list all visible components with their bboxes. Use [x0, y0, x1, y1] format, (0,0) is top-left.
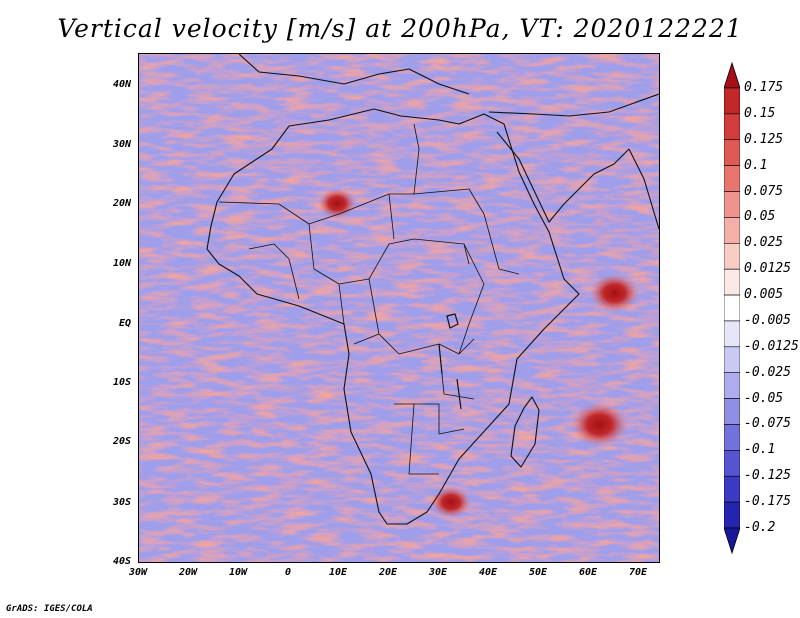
colorbar-tick-label: 0.1	[744, 157, 768, 173]
colorbar-tick-label: -0.1	[744, 442, 776, 458]
lon-label-40e: 40E	[478, 567, 498, 578]
colorbar-swatch	[724, 475, 740, 503]
colorbar-tick-label: 0.075	[744, 183, 784, 199]
colorbar-tick-label: 0.125	[744, 131, 784, 147]
colorbar-swatch	[724, 87, 740, 115]
colorbar-tick-label: -0.005	[744, 312, 791, 328]
lon-label-70e: 70E	[628, 567, 648, 578]
colorbar-bottom-arrow	[724, 527, 740, 554]
ascent-hotspots	[318, 188, 639, 518]
mediterranean-coast	[238, 54, 470, 95]
lon-label-0: 0	[284, 567, 292, 578]
africa-coastline	[206, 108, 580, 525]
lon-label-30w: 30W	[128, 567, 148, 578]
lon-label-10e: 10E	[328, 567, 348, 578]
vertical-velocity-field	[139, 54, 659, 562]
lat-label-20s: 20S	[112, 436, 131, 447]
colorbar-tick-label: 0.175	[744, 80, 784, 95]
chart-title: Vertical velocity [m/s] at 200hPa, VT: 2…	[57, 14, 743, 43]
lon-label-20e: 20E	[378, 567, 398, 578]
arabian-peninsula-coastline	[488, 93, 659, 223]
lon-label-20w: 20W	[178, 567, 198, 578]
lat-label-10s: 10S	[112, 377, 131, 388]
colorbar-tick-label: 0.025	[744, 235, 784, 251]
lat-label-eq: EQ	[118, 318, 131, 329]
colorbar-tick-label: 0.05	[744, 209, 776, 225]
colorbar-swatch	[724, 113, 740, 141]
map-canvas	[139, 54, 659, 562]
colorbar-swatch	[724, 450, 740, 477]
colorbar-swatch	[724, 217, 740, 244]
colorbar-swatch	[724, 372, 740, 399]
lon-label-10w: 10W	[228, 567, 248, 578]
lat-label-20n: 20N	[112, 198, 131, 209]
colorbar-swatch	[724, 268, 740, 296]
lat-label-40n: 40N	[112, 79, 131, 90]
colorbar-tick-label: 0.005	[744, 287, 784, 303]
colorbar-swatch	[724, 320, 740, 348]
colorbar-swatch	[724, 346, 740, 374]
colorbar-tick-label: -0.0125	[744, 338, 799, 354]
colorbar	[724, 62, 740, 554]
lat-label-10n: 10N	[112, 258, 131, 269]
colorbar-tick-label: -0.125	[744, 468, 791, 484]
colorbar-swatch	[724, 424, 740, 451]
ascent-hotspot	[431, 486, 471, 518]
colorbar-tick-label: 0.15	[744, 105, 776, 121]
lon-label-60e: 60E	[578, 567, 598, 578]
map-panel	[138, 53, 660, 563]
ascent-hotspot	[590, 273, 639, 313]
madagascar-coastline	[510, 396, 540, 468]
coastlines-and-borders	[206, 54, 659, 525]
colorbar-tick-label: -0.05	[744, 390, 784, 406]
colorbar-swatch	[724, 191, 740, 218]
colorbar-swatch	[724, 165, 740, 192]
colorbar-swatch	[724, 242, 740, 270]
colorbar-tick-label: -0.075	[744, 416, 791, 432]
lat-label-30s: 30S	[112, 497, 131, 508]
colorbar-swatch	[724, 294, 740, 322]
lat-label-30n: 30N	[112, 139, 131, 150]
lon-label-50e: 50E	[528, 567, 548, 578]
footer-credit: GrADS: IGES/COLA	[6, 604, 93, 614]
lakes	[438, 313, 462, 410]
colorbar-swatch	[724, 398, 740, 425]
lon-label-30e: 30E	[428, 567, 448, 578]
colorbar-swatch	[724, 139, 740, 166]
colorbar-tick-label: -0.025	[744, 364, 791, 380]
lat-label-40s: 40S	[112, 556, 131, 567]
colorbar-tick-label: -0.2	[744, 520, 776, 535]
ascent-hotspot	[318, 188, 357, 219]
colorbar-tick-label: 0.0125	[744, 261, 791, 277]
colorbar-swatch	[724, 501, 740, 529]
country-borders	[218, 123, 520, 475]
colorbar-top-arrow	[724, 62, 740, 89]
colorbar-tick-label: -0.175	[744, 494, 791, 510]
india-coast	[628, 148, 659, 230]
ascent-hotspot	[571, 402, 628, 447]
